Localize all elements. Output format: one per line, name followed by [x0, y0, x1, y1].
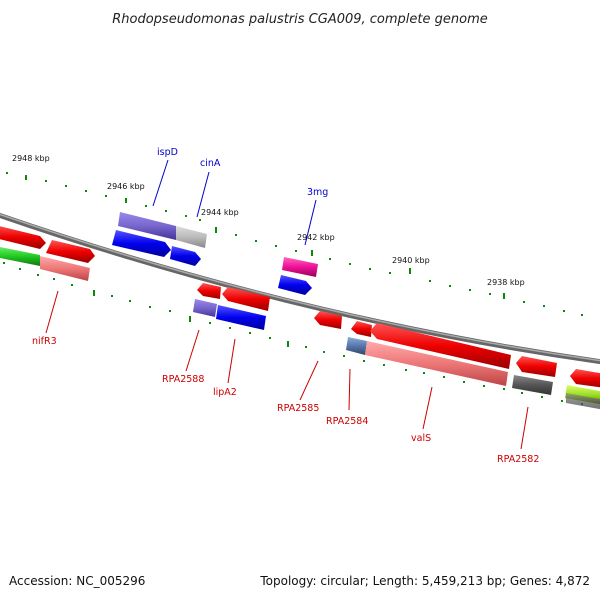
gene-feature[interactable]: [0, 246, 40, 266]
gene-label-rpa2585: RPA2585: [277, 403, 319, 414]
gene-label-rpa2584: RPA2584: [326, 416, 368, 427]
gene-feature-ispd[interactable]: [118, 212, 176, 240]
gene-label-nifr3: nifR3: [32, 336, 57, 347]
gene-feature[interactable]: [222, 287, 270, 311]
gene-label-vals: valS: [411, 433, 431, 444]
gene-label-lipa2: lipA2: [213, 387, 237, 398]
gene-feature-rpa2585[interactable]: [314, 311, 342, 329]
scale-ticks-upper: [6, 172, 583, 316]
gene-feature[interactable]: [197, 283, 221, 299]
gene-feature-lipa2[interactable]: [216, 305, 266, 330]
genome-backbone: [0, 212, 600, 365]
gene-feature-3mg[interactable]: [282, 257, 318, 277]
gene-feature[interactable]: [365, 341, 508, 386]
leader-lines-reverse: [45, 290, 529, 450]
gene-label-ispd: ispD: [157, 147, 178, 158]
features-reverse: [193, 283, 600, 410]
map-title: Rhodopseudomonas palustris CGA009, compl…: [112, 12, 488, 27]
gene-feature[interactable]: [278, 275, 312, 295]
genome-backbone-highlight: [0, 213, 600, 362]
scale-label-2948: 2948 kbp: [12, 154, 50, 163]
scale-label-2940: 2940 kbp: [392, 256, 430, 265]
scale-label-2942: 2942 kbp: [297, 233, 335, 242]
leader-lines-forward: [152, 159, 317, 246]
scale-ticks-lower: [3, 262, 583, 405]
gene-feature[interactable]: [570, 369, 600, 388]
gene-feature[interactable]: [351, 321, 372, 337]
gene-label-3mg: 3mg: [307, 187, 328, 198]
accession-text: Accession: NC_005296: [9, 574, 145, 588]
topology-text: Topology: circular; Length: 5,459,213 bp…: [259, 574, 590, 588]
scale-label-2946: 2946 kbp: [107, 182, 145, 191]
gene-label-rpa2582: RPA2582: [497, 454, 539, 465]
gene-feature[interactable]: [112, 230, 171, 257]
gene-feature-rpa2588[interactable]: [193, 299, 217, 317]
gene-feature[interactable]: [516, 356, 557, 377]
scale-label-2944: 2944 kbp: [201, 208, 239, 217]
features-forward: [0, 212, 318, 295]
gene-feature[interactable]: [176, 226, 207, 248]
gene-label-cina: cinA: [200, 158, 221, 169]
gene-feature-rpa2584[interactable]: [346, 337, 367, 355]
gene-feature[interactable]: [566, 393, 600, 410]
gene-feature-rpa2582[interactable]: [512, 375, 553, 395]
gene-label-rpa2588: RPA2588: [162, 374, 204, 385]
scale-label-2938: 2938 kbp: [487, 278, 525, 287]
gene-feature[interactable]: [46, 240, 95, 263]
gene-feature-vals[interactable]: [370, 323, 511, 369]
gene-feature[interactable]: [40, 256, 90, 281]
gene-feature[interactable]: [170, 246, 201, 266]
gene-feature[interactable]: [0, 225, 46, 249]
